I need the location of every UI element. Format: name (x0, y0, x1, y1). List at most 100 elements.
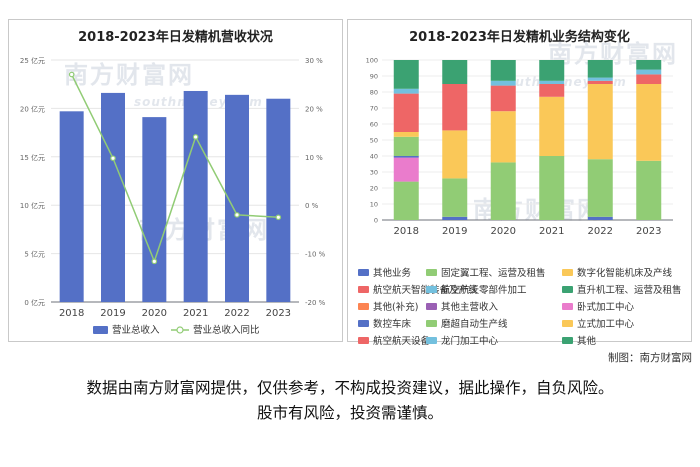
legend-item: 其他(补充) (358, 299, 426, 313)
y-tick-label: 15 亿元 (20, 153, 45, 162)
x-tick-label: 2019 (100, 308, 125, 319)
bar-segment-2019-1 (442, 178, 468, 217)
bar-revenue-2023 (266, 98, 291, 302)
legend-label: 其他业务 (373, 268, 412, 279)
legend-label: 立式加工中心 (577, 319, 635, 330)
structure-legend: 其他业务 固定翼工程、运营及租售 数字化智能机床及产线航空航天智能装备及产线航空航天… (358, 265, 683, 347)
bar-segment-2020-1 (490, 162, 516, 220)
y2-tick-label: 20 % (305, 105, 323, 113)
y2-tick-label: 0 % (305, 202, 319, 210)
legend-swatch (426, 302, 437, 310)
y2-tick-label: -20 % (305, 299, 326, 307)
bar-segment-2022-3 (587, 80, 613, 84)
legend-item: 直升机工程、运营及租售 (562, 282, 683, 296)
legend-swatch (426, 268, 437, 276)
yoy-point-2022 (234, 212, 240, 218)
bar-segment-2022-0 (587, 216, 613, 220)
legend-item: 数字化智能机床及产线 (562, 265, 683, 279)
bar-segment-2018-8 (393, 157, 419, 182)
legend-label: 龙门加工中心 (441, 336, 499, 347)
bar-segment-2018-1 (393, 181, 419, 220)
bar-segment-2019-3 (442, 84, 468, 131)
structure-chart-panel: 2018-2023年日发精机业务结构变化 南方财富网 southmoney.co… (347, 19, 692, 347)
credit-label: 制图：南方财富网 (608, 352, 692, 364)
legend-label: 数字化智能机床及产线 (577, 268, 673, 279)
x-tick-label: 2018 (59, 308, 84, 319)
bar-segment-2018-12 (393, 93, 419, 132)
legend-item: 立式加工中心 (562, 316, 683, 330)
y-tick-label: 25 亿元 (20, 56, 45, 65)
bar-revenue-2019 (101, 92, 125, 302)
bar-segment-2018-9 (393, 156, 419, 158)
bar-segment-2022-1 (587, 159, 613, 217)
legend-label: 卧式加工中心 (577, 302, 635, 313)
y-tick-label: 30 (370, 169, 378, 177)
legend-label: 直升机工程、运营及租售 (577, 285, 682, 296)
legend-item: 其他 (562, 333, 683, 347)
legend-swatch (358, 302, 369, 310)
disclaimer-line-1: 数据由南方财富网提供，仅供参考，不构成投资建议，据此操作，自负风险。 (86, 379, 614, 397)
bar-segment-2018-10 (393, 136, 419, 156)
yoy-point-2023 (275, 214, 282, 221)
bar-segment-2022-2 (587, 84, 613, 160)
legend-item: 其他主营收入 (426, 299, 562, 313)
bar-segment-2023-4 (636, 69, 662, 75)
x-tick-label: 2022 (224, 308, 249, 319)
bar-segment-2021-1 (539, 156, 565, 220)
bar-revenue-2021 (183, 90, 208, 302)
bar-segment-2023-1 (636, 160, 662, 220)
bar-segment-2021-2 (539, 96, 565, 156)
revenue-chart: 0 亿元 5 亿元 10 亿元 15 亿元 20 亿元 25 亿元 -20 % -10 % 0 … (20, 56, 326, 336)
x-tick-label: 2021 (539, 226, 564, 237)
bar-segment-2023-5 (636, 60, 662, 70)
legend-item: 固定翼工程、运营及租售 (426, 265, 562, 279)
revenue-chart-panel: 2018-2023年日发精机营收状况 南方财富网 southmoney.com … (8, 19, 343, 342)
y-tick-label: 10 (370, 201, 378, 209)
y2-tick-label: 10 % (305, 154, 323, 162)
legend-swatch (358, 268, 369, 276)
legend-swatch (562, 268, 573, 276)
bar-segment-2019-2 (442, 130, 468, 179)
bar-segment-2018-14 (393, 60, 419, 89)
x-tick-label: 2023 (266, 308, 291, 319)
bar-segment-2023-3 (636, 74, 662, 84)
structure-chart: 0 10 20 30 40 50 60 70 80 90 100 2018 2019 2020 2021 20… (366, 57, 673, 237)
legend-label: 数控车床 (373, 319, 412, 330)
bar-segment-2018-13 (393, 88, 419, 94)
legend-swatch (358, 336, 369, 344)
x-tick-label: 2023 (636, 226, 661, 237)
legend-item: 龙门加工中心 (426, 333, 562, 347)
y-tick-label: 40 (370, 153, 378, 161)
x-tick-label: 2022 (588, 226, 613, 237)
legend-swatch (426, 319, 437, 327)
yoy-line (70, 74, 279, 264)
y-tick-label: 100 (366, 57, 378, 65)
legend-item: 磨超自动生产线 (426, 316, 562, 330)
legend-swatch-revenue (93, 326, 108, 334)
legend-swatch (426, 336, 437, 344)
legend-label: 航空航天设备 (373, 336, 431, 347)
bar-segment-2020-5 (490, 60, 516, 81)
y-tick-label: 20 (370, 185, 378, 193)
x-tick-label: 2021 (183, 308, 208, 319)
bar-segment-2021-4 (539, 80, 565, 84)
disclaimer-line-2: 股市有风险，投资需谨慎。 (256, 404, 443, 422)
legend-swatch (358, 285, 369, 293)
yoy-point-2018 (68, 71, 75, 78)
legend-label: 其他 (577, 336, 597, 347)
revenue-chart-title: 2018-2023年日发精机营收状况 (78, 30, 273, 45)
bar-segment-2022-4 (587, 77, 613, 81)
bar-segment-2019-0 (442, 216, 468, 220)
bar-revenue-2018 (59, 111, 84, 302)
y-tick-label: 60 (370, 121, 378, 129)
bar-segment-2018-11 (393, 132, 419, 137)
yoy-point-2020 (151, 258, 158, 265)
y2-tick-label: -10 % (305, 251, 326, 259)
x-tick-label: 2020 (142, 308, 167, 319)
legend-item: 航空航天零部件加工 (426, 282, 562, 296)
legend-swatch (562, 336, 573, 344)
y-tick-label: 5 亿元 (24, 250, 45, 259)
legend-label: 航空航天零部件加工 (441, 285, 527, 296)
legend-item: 航空航天设备 (358, 333, 430, 347)
bar-segment-2020-3 (490, 85, 516, 112)
